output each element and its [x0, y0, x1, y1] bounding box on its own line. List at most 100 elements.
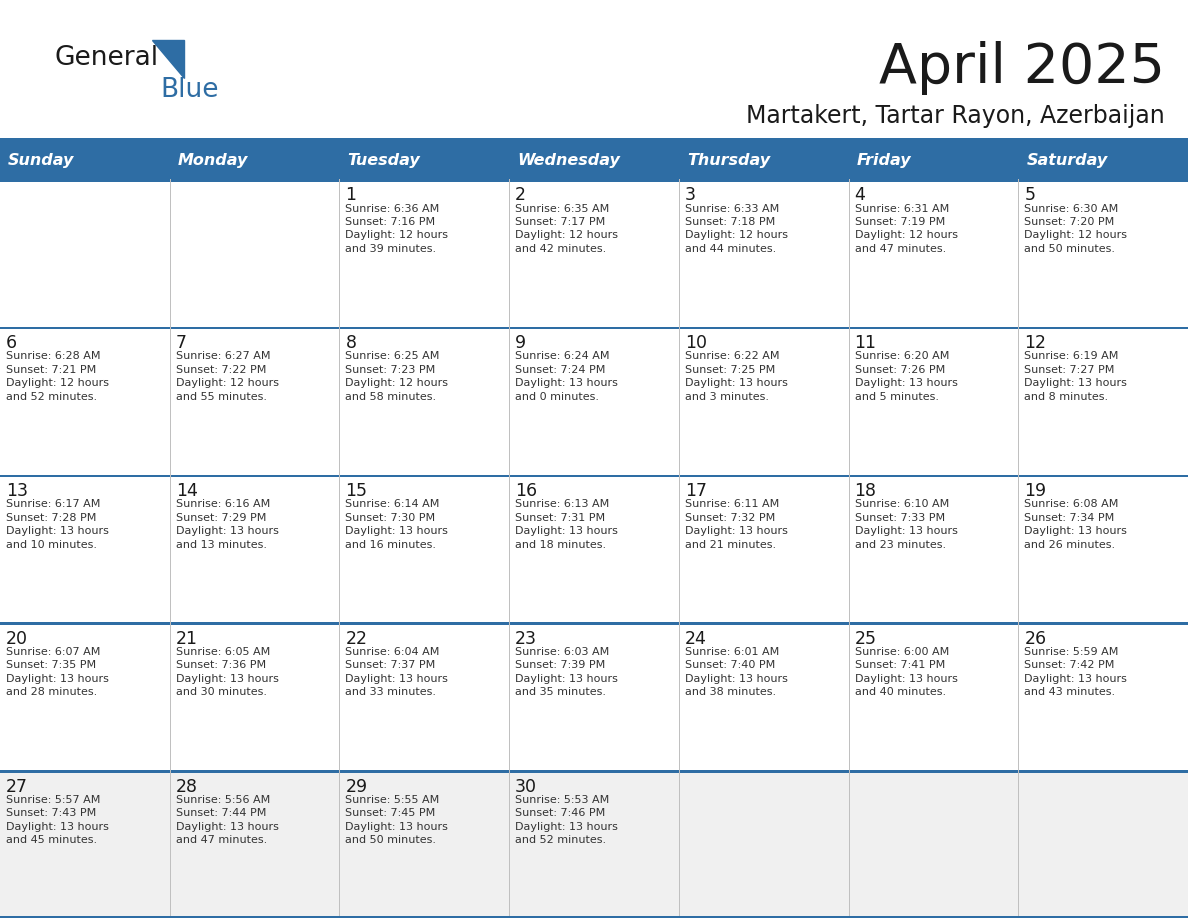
- Text: Sunset: 7:34 PM: Sunset: 7:34 PM: [1024, 512, 1114, 522]
- Text: 20: 20: [6, 630, 29, 648]
- Bar: [0, 622, 1188, 625]
- Text: Sunset: 7:45 PM: Sunset: 7:45 PM: [346, 808, 436, 818]
- Text: Daylight: 13 hours: Daylight: 13 hours: [516, 674, 618, 684]
- Text: Wednesday: Wednesday: [517, 153, 620, 169]
- Text: Daylight: 13 hours: Daylight: 13 hours: [684, 526, 788, 536]
- Text: Daylight: 12 hours: Daylight: 12 hours: [854, 230, 958, 241]
- Text: Martakert, Tartar Rayon, Azerbaijan: Martakert, Tartar Rayon, Azerbaijan: [746, 104, 1165, 128]
- Text: Sunrise: 5:55 AM: Sunrise: 5:55 AM: [346, 795, 440, 805]
- Text: 19: 19: [1024, 482, 1047, 500]
- Text: Sunset: 7:30 PM: Sunset: 7:30 PM: [346, 512, 436, 522]
- Text: Sunrise: 5:53 AM: Sunrise: 5:53 AM: [516, 795, 609, 805]
- Text: Tuesday: Tuesday: [347, 153, 421, 169]
- Text: Sunset: 7:25 PM: Sunset: 7:25 PM: [684, 364, 775, 375]
- Text: Sunset: 7:42 PM: Sunset: 7:42 PM: [1024, 660, 1114, 670]
- Text: Sunset: 7:20 PM: Sunset: 7:20 PM: [1024, 217, 1114, 227]
- Text: Daylight: 13 hours: Daylight: 13 hours: [854, 674, 958, 684]
- Text: Sunrise: 6:14 AM: Sunrise: 6:14 AM: [346, 499, 440, 509]
- Text: Blue: Blue: [160, 77, 219, 103]
- Text: 23: 23: [516, 630, 537, 648]
- Polygon shape: [152, 40, 184, 78]
- Text: Sunrise: 6:04 AM: Sunrise: 6:04 AM: [346, 647, 440, 657]
- Bar: [0, 330, 1188, 475]
- Text: and 33 minutes.: and 33 minutes.: [346, 688, 436, 698]
- Text: Daylight: 13 hours: Daylight: 13 hours: [176, 822, 279, 832]
- Text: 1: 1: [346, 186, 356, 205]
- Text: and 8 minutes.: and 8 minutes.: [1024, 392, 1108, 402]
- Text: Sunset: 7:39 PM: Sunset: 7:39 PM: [516, 660, 606, 670]
- Bar: [848, 143, 1018, 179]
- Text: Sunset: 7:28 PM: Sunset: 7:28 PM: [6, 512, 96, 522]
- Text: 14: 14: [176, 482, 197, 500]
- Text: Sunrise: 6:31 AM: Sunrise: 6:31 AM: [854, 204, 949, 214]
- Text: Sunrise: 6:19 AM: Sunrise: 6:19 AM: [1024, 352, 1119, 362]
- Text: 12: 12: [1024, 334, 1047, 353]
- Text: Daylight: 13 hours: Daylight: 13 hours: [854, 378, 958, 388]
- Bar: [1018, 143, 1188, 179]
- Text: and 40 minutes.: and 40 minutes.: [854, 688, 946, 698]
- Text: Daylight: 12 hours: Daylight: 12 hours: [176, 378, 279, 388]
- Text: Sunrise: 6:11 AM: Sunrise: 6:11 AM: [684, 499, 779, 509]
- Text: April 2025: April 2025: [879, 41, 1165, 95]
- Text: Sunset: 7:22 PM: Sunset: 7:22 PM: [176, 364, 266, 375]
- Text: 30: 30: [516, 778, 537, 796]
- Text: Daylight: 13 hours: Daylight: 13 hours: [1024, 378, 1127, 388]
- Bar: [0, 916, 1188, 918]
- Text: Sunset: 7:33 PM: Sunset: 7:33 PM: [854, 512, 944, 522]
- Text: 21: 21: [176, 630, 197, 648]
- Text: Daylight: 13 hours: Daylight: 13 hours: [516, 378, 618, 388]
- Text: Daylight: 12 hours: Daylight: 12 hours: [516, 230, 618, 241]
- Bar: [170, 143, 340, 179]
- Text: Sunrise: 6:13 AM: Sunrise: 6:13 AM: [516, 499, 609, 509]
- Text: and 13 minutes.: and 13 minutes.: [176, 540, 267, 550]
- Bar: [0, 179, 1188, 182]
- Text: Thursday: Thursday: [687, 153, 770, 169]
- Text: Sunset: 7:26 PM: Sunset: 7:26 PM: [854, 364, 944, 375]
- Text: Sunrise: 6:28 AM: Sunrise: 6:28 AM: [6, 352, 101, 362]
- Text: Sunrise: 6:24 AM: Sunrise: 6:24 AM: [516, 352, 609, 362]
- Text: and 47 minutes.: and 47 minutes.: [176, 835, 267, 845]
- Text: Daylight: 13 hours: Daylight: 13 hours: [854, 526, 958, 536]
- Bar: [0, 143, 170, 179]
- Text: Sunset: 7:36 PM: Sunset: 7:36 PM: [176, 660, 266, 670]
- Text: Sunset: 7:41 PM: Sunset: 7:41 PM: [854, 660, 944, 670]
- Text: Sunrise: 6:35 AM: Sunrise: 6:35 AM: [516, 204, 609, 214]
- Text: Sunrise: 6:10 AM: Sunrise: 6:10 AM: [854, 499, 949, 509]
- Text: Sunrise: 6:00 AM: Sunrise: 6:00 AM: [854, 647, 949, 657]
- Text: 2: 2: [516, 186, 526, 205]
- Text: Sunset: 7:24 PM: Sunset: 7:24 PM: [516, 364, 606, 375]
- Text: Saturday: Saturday: [1026, 153, 1107, 169]
- Text: Sunrise: 6:05 AM: Sunrise: 6:05 AM: [176, 647, 270, 657]
- Text: Monday: Monday: [178, 153, 248, 169]
- Text: Sunrise: 6:16 AM: Sunrise: 6:16 AM: [176, 499, 270, 509]
- Text: Daylight: 13 hours: Daylight: 13 hours: [6, 526, 109, 536]
- Text: Sunrise: 6:36 AM: Sunrise: 6:36 AM: [346, 204, 440, 214]
- Text: Sunset: 7:23 PM: Sunset: 7:23 PM: [346, 364, 436, 375]
- Bar: [0, 182, 1188, 327]
- Text: and 55 minutes.: and 55 minutes.: [176, 392, 267, 402]
- Text: Sunrise: 6:17 AM: Sunrise: 6:17 AM: [6, 499, 100, 509]
- Text: Daylight: 12 hours: Daylight: 12 hours: [684, 230, 788, 241]
- Text: and 21 minutes.: and 21 minutes.: [684, 540, 776, 550]
- Text: 27: 27: [6, 778, 29, 796]
- Text: and 3 minutes.: and 3 minutes.: [684, 392, 769, 402]
- Text: Sunrise: 5:59 AM: Sunrise: 5:59 AM: [1024, 647, 1119, 657]
- Bar: [0, 477, 1188, 622]
- Text: Sunset: 7:43 PM: Sunset: 7:43 PM: [6, 808, 96, 818]
- Text: 28: 28: [176, 778, 197, 796]
- Text: 7: 7: [176, 334, 187, 353]
- Text: Sunset: 7:19 PM: Sunset: 7:19 PM: [854, 217, 944, 227]
- Text: Sunrise: 6:01 AM: Sunrise: 6:01 AM: [684, 647, 779, 657]
- Text: 29: 29: [346, 778, 367, 796]
- Text: Daylight: 13 hours: Daylight: 13 hours: [346, 674, 448, 684]
- Text: 17: 17: [684, 482, 707, 500]
- Text: Sunrise: 6:08 AM: Sunrise: 6:08 AM: [1024, 499, 1119, 509]
- Text: 11: 11: [854, 334, 877, 353]
- Text: and 16 minutes.: and 16 minutes.: [346, 540, 436, 550]
- Text: Daylight: 13 hours: Daylight: 13 hours: [176, 526, 279, 536]
- Text: Sunset: 7:32 PM: Sunset: 7:32 PM: [684, 512, 775, 522]
- Bar: [0, 773, 1188, 918]
- Text: 3: 3: [684, 186, 696, 205]
- Text: and 43 minutes.: and 43 minutes.: [1024, 688, 1116, 698]
- Text: and 45 minutes.: and 45 minutes.: [6, 835, 97, 845]
